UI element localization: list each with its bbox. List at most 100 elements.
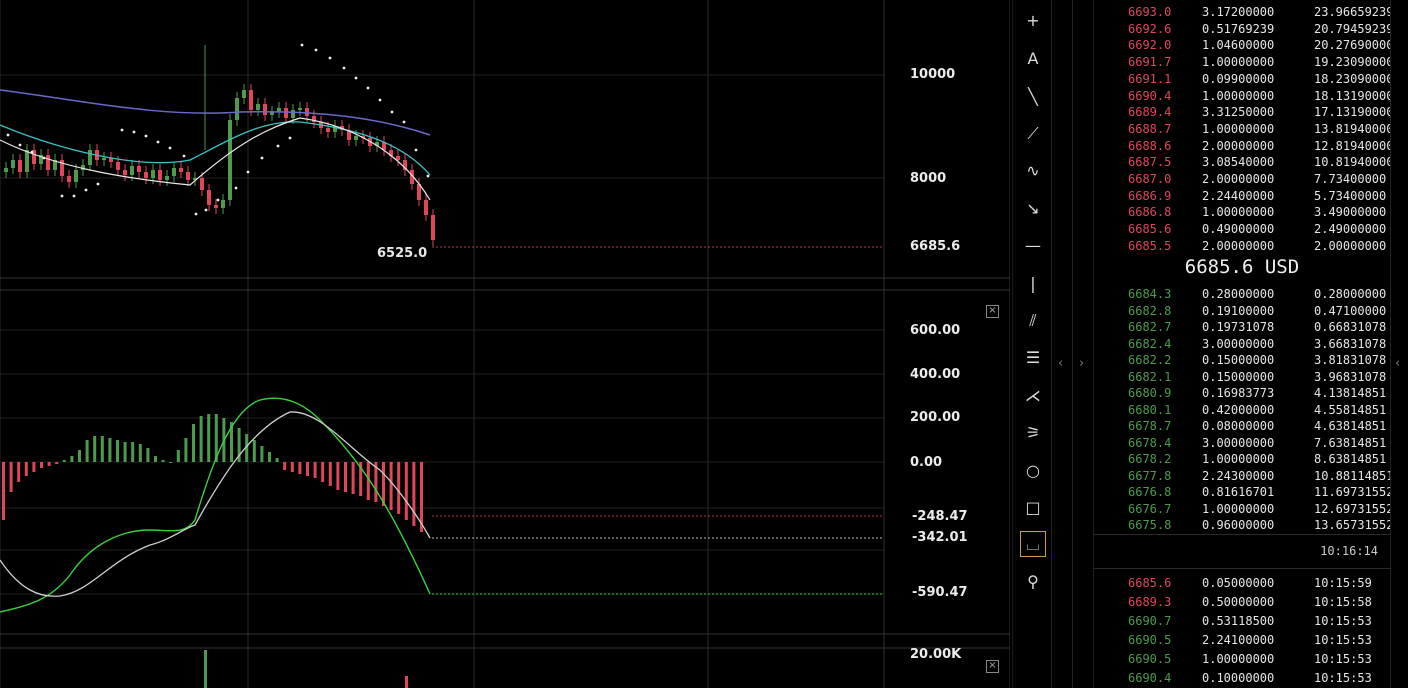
ask-row[interactable]: 6686.9 2.24400000 5.73400000 bbox=[1094, 189, 1390, 206]
bid-row[interactable]: 6680.9 0.16983773 4.13814851 bbox=[1094, 386, 1390, 403]
bid-row[interactable]: 6678.4 3.00000000 7.63814851 bbox=[1094, 436, 1390, 453]
candle bbox=[186, 172, 190, 180]
sar-dot bbox=[84, 188, 88, 192]
ask-row[interactable]: 6693.0 3.17200000 23.96659239 bbox=[1094, 5, 1393, 22]
ask-row[interactable]: 6690.4 1.00000000 18.13190000 bbox=[1094, 89, 1393, 106]
measure-tool[interactable]: ⌴ bbox=[1020, 531, 1046, 557]
bid-row[interactable]: 6676.7 1.00000000 12.69731552 bbox=[1094, 502, 1393, 519]
ask-row[interactable]: 6687.0 2.00000000 7.73400000 bbox=[1094, 172, 1390, 189]
sar-dot bbox=[288, 136, 292, 140]
ask-row[interactable]: 6688.6 2.00000000 12.81940000 bbox=[1094, 139, 1393, 156]
candle bbox=[165, 176, 169, 180]
macd-axis-label: 400.00 bbox=[910, 367, 961, 382]
total-cell: 5.73400000 bbox=[1314, 188, 1387, 203]
pitchfork-tool[interactable]: ⋌ bbox=[1020, 383, 1046, 409]
bid-row[interactable]: 6690.4 0.10000000 10:15:53 bbox=[1094, 671, 1390, 688]
arrow-tool[interactable]: ↘ bbox=[1020, 196, 1046, 222]
ask-row[interactable]: 6685.6 0.05000000 10:15:59 bbox=[1094, 576, 1390, 593]
bid-row[interactable]: 6690.5 2.24100000 10:15:53 bbox=[1094, 633, 1390, 650]
macd-histogram-bar bbox=[359, 462, 363, 496]
ask-row[interactable]: 6688.7 1.00000000 13.81940000 bbox=[1094, 121, 1393, 139]
bid-row[interactable]: 6690.7 0.53118500 10:15:53 bbox=[1094, 614, 1390, 631]
brush-tool[interactable]: ∿ bbox=[1020, 158, 1046, 184]
bid-row[interactable]: 6680.1 0.42000000 4.55814851 bbox=[1094, 403, 1390, 420]
total-cell: 10.88114851 bbox=[1314, 468, 1394, 483]
candle bbox=[291, 110, 295, 118]
time-cell: 10:15:59 bbox=[1314, 576, 1372, 590]
price-cell: 6690.4 bbox=[1128, 671, 1172, 685]
ask-row[interactable]: 6686.8 1.00000000 3.49000000 bbox=[1094, 205, 1390, 222]
gann-fan-tool[interactable]: ⚞ bbox=[1020, 420, 1046, 446]
candle bbox=[347, 130, 351, 140]
bid-row[interactable]: 6678.7 0.08000000 4.63814851 bbox=[1094, 419, 1390, 436]
bid-row[interactable]: 6682.4 3.00000000 3.66831078 bbox=[1094, 337, 1390, 354]
ask-row[interactable]: 6689.3 0.50000000 10:15:58 bbox=[1094, 595, 1390, 612]
bid-row[interactable]: 6682.7 0.19731078 0.66831078 bbox=[1094, 320, 1390, 337]
macd-histogram-bar bbox=[237, 428, 241, 462]
crosshair-tool[interactable]: + bbox=[1020, 8, 1046, 34]
candle bbox=[382, 142, 386, 150]
mid-price: 6685.6 USD bbox=[1184, 256, 1300, 278]
price-cell: 6676.8 bbox=[1128, 485, 1172, 499]
ask-row[interactable]: 6689.4 3.31250000 17.13190000 bbox=[1094, 105, 1393, 122]
macd-histogram-bar bbox=[260, 446, 264, 462]
parallel-channel-tool[interactable]: ⫽ bbox=[1020, 308, 1046, 334]
ask-row[interactable]: 6691.1 0.09900000 18.23090000 bbox=[1094, 71, 1394, 89]
circle-tool[interactable]: ○ bbox=[1020, 458, 1046, 484]
bid-row[interactable]: 6690.5 1.00000000 10:15:53 bbox=[1094, 652, 1390, 669]
ray-tool[interactable]: ⟋ bbox=[1020, 121, 1046, 147]
ask-row[interactable]: 6692.6 0.51769239 20.79459239 bbox=[1094, 22, 1393, 39]
bid-row[interactable]: 6682.2 0.15000000 3.81831078 bbox=[1094, 353, 1390, 370]
sar-dot bbox=[72, 194, 76, 198]
macd-histogram-bar bbox=[404, 462, 408, 520]
sar-dot bbox=[328, 56, 332, 60]
bid-row[interactable]: 6684.3 0.28000000 0.28000000 bbox=[1094, 287, 1390, 304]
ask-row[interactable]: 6691.7 1.00000000 19.23090000 bbox=[1094, 55, 1393, 72]
price-cell: 6678.7 bbox=[1128, 419, 1172, 433]
candle bbox=[424, 200, 428, 215]
price-cell: 6688.7 bbox=[1128, 121, 1172, 136]
vertical-line-tool[interactable]: | bbox=[1020, 271, 1046, 297]
amount-cell: 0.28000000 bbox=[1202, 287, 1275, 301]
bid-row[interactable]: 6682.1 0.15000000 3.96831078 bbox=[1094, 370, 1390, 387]
rectangle-tool[interactable]: □ bbox=[1020, 495, 1046, 521]
total-cell: 18.23090000 bbox=[1314, 71, 1394, 86]
magnet-tool[interactable]: ⚲ bbox=[1020, 569, 1046, 595]
candle bbox=[4, 168, 8, 172]
candle bbox=[81, 165, 85, 170]
chart-canvas[interactable] bbox=[0, 0, 1010, 688]
bid-row[interactable]: 6676.8 0.81616701 11.69731552 bbox=[1094, 485, 1393, 502]
candle bbox=[67, 176, 71, 182]
close-volume-pane-button[interactable]: × bbox=[986, 660, 999, 673]
time-cell: 10:15:53 bbox=[1314, 652, 1372, 666]
total-cell: 0.66831078 bbox=[1314, 320, 1387, 334]
ask-row[interactable]: 6685.6 0.49000000 2.49000000 bbox=[1094, 222, 1390, 239]
close-macd-pane-button[interactable]: × bbox=[986, 305, 999, 318]
bid-row[interactable]: 6682.8 0.19100000 0.47100000 bbox=[1094, 304, 1390, 321]
fib-retracement-tool[interactable]: ☰ bbox=[1020, 345, 1046, 371]
chart-area[interactable]: 10000 8000 6685.6 6525.0 × 600.00 400.00… bbox=[0, 0, 1010, 688]
fib-retracement-icon: ☰ bbox=[1025, 348, 1041, 367]
macd-histogram-bar bbox=[146, 448, 150, 462]
amount-cell: 1.00000000 bbox=[1202, 452, 1275, 466]
collapse-side-panel[interactable]: ‹ bbox=[1390, 0, 1408, 688]
ask-row[interactable]: 6687.5 3.08540000 10.81940000 bbox=[1094, 155, 1393, 172]
ask-row[interactable]: 6692.0 1.04600000 20.27690000 bbox=[1094, 38, 1393, 55]
orderbook-time: 10:16:14 bbox=[1320, 544, 1378, 558]
amount-cell: 2.24400000 bbox=[1202, 188, 1275, 203]
pitchfork-icon: ⋌ bbox=[1025, 386, 1041, 405]
amount-cell: 3.17200000 bbox=[1202, 5, 1275, 19]
bid-row[interactable]: 6678.2 1.00000000 8.63814851 bbox=[1094, 452, 1390, 469]
price-axis-label: 10000 bbox=[910, 67, 956, 82]
bid-row[interactable]: 6675.8 0.96000000 13.65731552 bbox=[1094, 518, 1393, 535]
amount-cell: 1.00000000 bbox=[1202, 121, 1275, 136]
candle bbox=[298, 108, 302, 110]
macd-histogram-bar bbox=[275, 458, 279, 462]
text-tool[interactable]: A bbox=[1020, 46, 1046, 72]
ask-row[interactable]: 6685.5 2.00000000 2.00000000 bbox=[1094, 239, 1390, 256]
candle bbox=[389, 150, 393, 156]
price-cell: 6682.1 bbox=[1128, 369, 1172, 384]
horizontal-line-tool[interactable]: — bbox=[1020, 233, 1046, 259]
line-tool[interactable]: ╲ bbox=[1020, 84, 1046, 110]
bid-row[interactable]: 6677.8 2.24300000 10.88114851 bbox=[1094, 468, 1394, 486]
